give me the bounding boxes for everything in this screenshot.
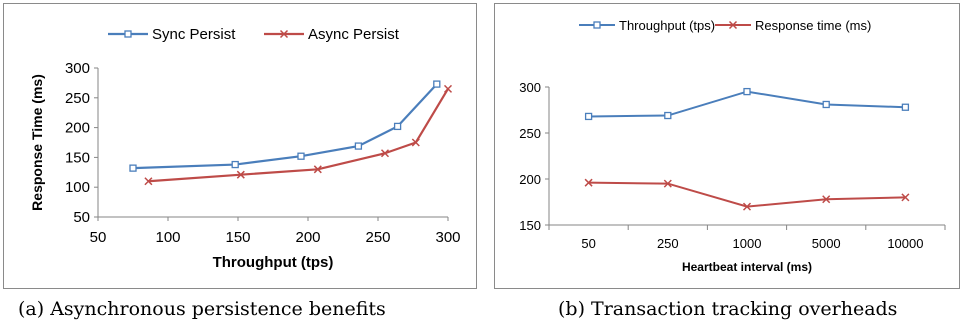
chart-a-x-tick-label: 100: [155, 229, 180, 246]
chart-a-point-async-persist-stroke-2: [380, 149, 390, 158]
chart-b-series-line-throughput: [588, 90, 906, 118]
chart-b-point-response-time: [822, 195, 831, 204]
chart-b-legend-label-response-time: Response time (ms): [755, 18, 871, 33]
chart-b-legend-marker-1-stroke-2: [728, 20, 738, 30]
chart-a-point-sync-persist: [231, 160, 239, 169]
chart-a-legend-marker-1: [279, 29, 289, 39]
chart-a-point-sync-persist: [433, 80, 441, 88]
chart-a-point-async-persist-stroke-2: [313, 165, 322, 174]
chart-b-point-response-time: [663, 179, 672, 188]
chart-a-y-tick-label: 200: [65, 120, 90, 137]
chart-b-svg: 150 200 250 300 50 250 1000 5000 10000 Heartbeat …: [519, 18, 946, 274]
chart-a-x-axis-label: Throughput (tps): [213, 254, 334, 271]
chart-a-y-axis-label: Response Time (ms): [29, 74, 45, 211]
chart-a-point-async-persist: [236, 170, 245, 179]
chart-a-x-tick-label: 200: [295, 229, 320, 246]
chart-a-legend-marker-1-stroke-2: [279, 29, 289, 39]
chart-a-point-async-persist-stroke-2: [411, 138, 420, 147]
chart-a-x-tick-label: 150: [225, 229, 250, 246]
chart-b-point-response-time-stroke-2: [901, 193, 910, 202]
chart-a-point-async-persist: [313, 165, 322, 174]
chart-b-point-response-time: [584, 178, 593, 187]
chart-b-point-response-time-stroke-2: [742, 202, 752, 211]
chart-b-x-axis-label: Heartbeat interval (ms): [682, 260, 812, 274]
chart-a-panel: 50 100 150 200 250 300 50 100 150 200 250 300 Throug…: [3, 3, 477, 289]
chart-a-series-line-async-persist: [148, 88, 449, 183]
chart-a-series-line-sync-persist: [132, 83, 438, 170]
chart-a-y-tick-label: 100: [65, 179, 90, 196]
chart-b-x-tick-label: 10000: [887, 236, 923, 251]
chart-b-y-tick-label: 300: [519, 80, 541, 95]
chart-a-point-async-persist-stroke-2: [236, 170, 245, 179]
chart-a-y-tick-label: 250: [65, 90, 90, 107]
chart-b-point-throughput: [664, 111, 672, 120]
chart-b-panel: 150 200 250 300 50 250 1000 5000 10000 Heartbeat …: [494, 3, 960, 289]
chart-b-point-response-time-stroke-2: [584, 178, 593, 187]
caption-b: (b) Transaction tracking overheads: [558, 298, 898, 320]
chart-b-y-tick-label: 150: [519, 218, 541, 233]
chart-a-point-sync-persist: [297, 152, 305, 160]
chart-b-y-tick-label: 200: [519, 172, 541, 187]
chart-a-x-tick-label: 250: [365, 229, 390, 246]
chart-b-point-response-time-stroke-2: [663, 179, 672, 188]
chart-a-point-async-persist-stroke-2: [443, 84, 453, 93]
chart-a-point-sync-persist: [129, 164, 137, 172]
chart-b-legend-label-throughput: Throughput (tps): [619, 18, 715, 33]
chart-a-legend-label-async-persist: Async Persist: [308, 26, 400, 43]
chart-b-series-line-response-time: [588, 181, 906, 208]
chart-a-y-tick-label: 300: [65, 60, 90, 77]
caption-a: (a) Asynchronous persistence benefits: [18, 298, 386, 320]
chart-a-point-async-persist: [144, 177, 153, 186]
chart-a-point-sync-persist: [354, 142, 363, 150]
chart-a-legend-label-sync-persist: Sync Persist: [152, 26, 236, 43]
chart-b-point-throughput: [901, 103, 910, 111]
chart-b-point-throughput: [584, 112, 593, 121]
chart-b-x-tick-label: 50: [581, 236, 595, 251]
chart-b-point-response-time: [901, 193, 910, 202]
chart-a-svg: 50 100 150 200 250 300 50 100 150 200 250 300 Throug…: [29, 26, 461, 271]
chart-b-point-throughput: [743, 87, 751, 96]
chart-a-point-sync-persist: [393, 122, 402, 131]
chart-a-point-async-persist-stroke-2: [144, 177, 153, 186]
chart-b-point-response-time-stroke-2: [822, 195, 831, 204]
chart-b-x-tick-label: 250: [657, 236, 679, 251]
chart-a-x-tick-label: 300: [435, 229, 460, 246]
chart-a-point-async-persist: [443, 84, 453, 93]
chart-a-point-async-persist: [411, 138, 420, 147]
chart-a-x-tick-label: 50: [90, 229, 107, 246]
chart-b-legend-marker-0: [593, 21, 601, 29]
chart-b-x-tick-label: 1000: [733, 236, 762, 251]
chart-a-legend-marker-0: [124, 30, 132, 38]
chart-b-point-throughput: [822, 100, 830, 109]
chart-b-x-tick-label: 5000: [812, 236, 841, 251]
chart-a-y-tick-label: 150: [65, 149, 90, 166]
chart-b-y-tick-label: 250: [519, 126, 541, 141]
chart-b-point-response-time: [742, 202, 752, 211]
chart-b-legend-marker-1: [728, 20, 738, 30]
chart-a-y-tick-label: 50: [73, 209, 90, 226]
chart-a-point-async-persist: [380, 149, 390, 158]
